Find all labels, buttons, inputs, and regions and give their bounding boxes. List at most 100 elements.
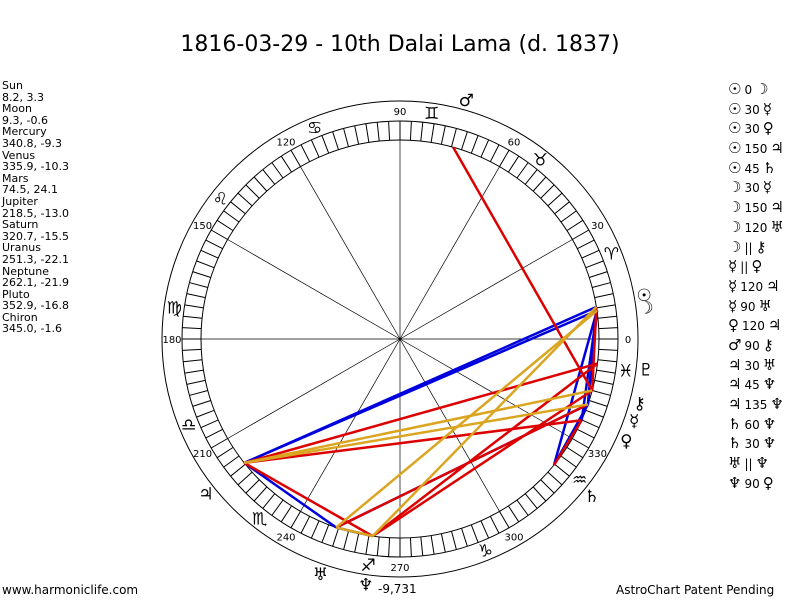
degree-tick [300,516,311,534]
zodiac-sign-glyph: ♌ [213,190,228,210]
aspect-line [590,306,598,391]
aspect-line [243,305,597,465]
position-name: Venus [2,148,36,162]
degree-tick [245,479,260,494]
aspect-row: ☽ 30 ☿ [728,178,784,198]
degree-tick [205,239,223,250]
degree-label: 180 [162,335,181,346]
position-name: Saturn [2,218,39,232]
degree-tick [388,121,391,141]
neptune-glyph: ♆ [358,576,373,596]
aspect-line [452,146,594,392]
degree-tick [566,446,584,459]
zodiac-sign-glyph: ♍ [167,298,182,318]
degree-tick [581,249,600,259]
degree-label: 90 [394,107,407,118]
degree-tick [489,516,500,534]
degree-tick [507,155,520,173]
aspect-row: ♄ 60 ♆ [728,415,784,435]
degree-tick [365,123,370,143]
degree-tick [332,528,339,547]
position-name: Mercury [2,125,47,139]
aspect-planet-a: ☽ [728,198,742,217]
aspect-angle: 45 [744,378,760,393]
jupiter-glyph: ♃ [198,484,213,504]
position-value: 218.5, -13.0 [2,206,69,220]
position-value: 320.7, -15.5 [2,229,69,243]
aspect-line [371,389,593,538]
aspect-row: ☿ || ♀ [728,257,784,277]
degree-tick [409,121,412,141]
degree-tick [332,131,339,150]
degree-tick [184,369,204,374]
degree-tick-ring [182,121,618,557]
aspect-planet-b: ♀ [762,119,774,138]
degree-tick [572,438,590,449]
aspect-line [244,389,593,465]
aspect-planet-b: ♅ [762,355,777,374]
tick-ring-outer [181,120,619,558]
degree-tick [560,210,577,223]
venus-glyph: ♀ [620,431,632,451]
degree-label: 0 [625,335,631,346]
degree-tick [409,537,412,557]
position-value: 251.3, -22.1 [2,252,69,266]
saturn-glyph: ♄ [584,487,599,507]
aspect-angle: 30 [744,102,760,117]
degree-tick [585,260,604,269]
aspect-planet-a: ☽ [728,217,742,236]
footer-patent: AstroChart Patent Pending [616,583,775,597]
degree-tick [532,176,547,192]
degree-tick [516,499,529,516]
position-value: 352.9, -16.8 [2,299,69,313]
aspect-line [335,403,589,529]
aspect-planet-b: ☿ [762,178,772,197]
sun-glyph: ☉ [636,286,651,306]
aspect-planet-a: ♀ [728,316,739,335]
degree-tick [554,201,570,215]
degree-tick [280,505,293,523]
degree-tick [524,493,538,509]
position-name: Neptune [2,264,50,278]
degree-tick [430,123,435,143]
aspect-angle: 150 [744,142,768,157]
degree-tick [589,400,608,407]
degree-tick [196,409,215,418]
pluto-glyph: ♇ [638,361,653,381]
degree-tick [480,520,490,539]
aspect-planet-a: ☿ [728,276,738,295]
moon-glyph: ☽ [638,298,653,318]
degree-tick [594,293,614,299]
degree-label: 150 [193,221,212,232]
aspect-row: ☿ 120 ♃ [728,277,784,297]
aspect-line [552,310,599,466]
degree-tick [186,379,206,385]
aspect-planet-b: ♆ [762,434,777,453]
aspect-row: ☽ 120 ♅ [728,218,784,238]
aspect-angle: 135 [744,398,768,412]
aspect-planet-b: ♆ [770,395,784,413]
aspect-planet-a: ☽ [728,178,742,197]
zodiac-sign-glyph: ♒ [572,470,587,490]
zodiac-sign-glyph: ♑ [478,541,493,561]
aspect-row: ♃ 135 ♆ [728,395,784,415]
degree-tick [516,162,529,179]
uranus-glyph: ♅ [313,565,328,585]
aspect-row: ☿ 90 ♅ [728,297,784,317]
degree-tick [184,304,204,309]
aspect-list: ☉ 0 ☽ ☉ 30 ☿ ☉ 30 ♀ ☉ 150 ♃ ☉ 45 ♄ ☽ 30 ☿ ☽ 150 ♃ ☽ 120 ♅ ☽ || ⚷ ☿ |… [728,80,784,493]
degree-tick [540,184,555,199]
aspect-angle: 90 [744,338,760,353]
degree-tick [440,533,446,553]
position-value: 335.9, -10.3 [2,160,69,174]
aspect-planet-a: ♃ [728,375,742,394]
degree-tick [598,348,618,351]
degree-tick [540,479,555,494]
degree-tick [192,400,211,407]
degree-tick [343,531,349,550]
degree-tick [499,511,510,529]
position-name: Jupiter [2,194,38,208]
degree-tick [343,128,349,147]
aspect-planet-b: ♅ [770,217,784,236]
